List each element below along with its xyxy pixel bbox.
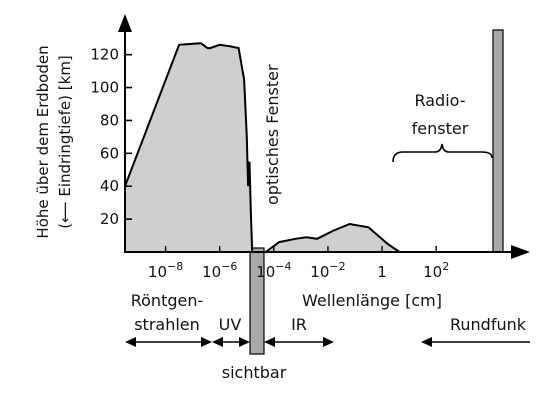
ir-arrow-head-left	[264, 337, 275, 347]
y-axis-label: Höhe über dem Erdboden (⟵ Eindringtiefe)…	[34, 45, 74, 238]
radio-label: Rundfunk	[450, 315, 527, 334]
x-axis-label: Wellenlänge [cm]	[302, 291, 442, 310]
x-tick-label: 10−2	[310, 260, 345, 281]
optical-window-label: optisches Fenster	[263, 64, 282, 205]
y-tick-label: 60	[100, 144, 119, 162]
x-tick-label: 1	[377, 263, 387, 281]
xray-label-line1: Röntgen-	[131, 291, 204, 310]
radio-arrow-head	[421, 337, 432, 347]
radio-window-label-line1: Radio-	[414, 91, 465, 110]
x-tick-label: 102	[423, 260, 449, 281]
y-ticks: 20 40 60 80 100 120	[90, 46, 132, 228]
xray-arrow-head-left	[125, 337, 136, 347]
x-tick-label: 10−6	[202, 260, 237, 281]
radio-window-band	[492, 29, 504, 253]
x-axis-arrow	[511, 245, 530, 259]
radio-window-brace	[392, 143, 493, 163]
y-axis-label-line2: (⟵ Eindringtiefe) [km]	[56, 55, 74, 229]
x-ticks: 10−8 10−6 10−4 10−2 1 102	[148, 246, 449, 281]
radio-window-label-line2: fenster	[412, 119, 469, 138]
x-tick-label: 10−8	[148, 260, 183, 281]
ir-label: IR	[291, 315, 307, 334]
y-tick-label: 80	[100, 111, 119, 129]
ir-arrow-head-right	[323, 337, 334, 347]
xray-arrow-head-right	[201, 337, 212, 347]
absorption-curve	[124, 42, 255, 253]
uv-label: UV	[219, 315, 242, 334]
y-axis-arrow	[118, 14, 132, 32]
y-tick-label: 100	[90, 79, 119, 97]
y-tick-label: 120	[90, 46, 119, 64]
atmospheric-window-curve	[262, 222, 403, 253]
x-tick-label: 10−4	[256, 260, 291, 281]
xray-label-line2: strahlen	[134, 315, 200, 334]
region-arrows	[125, 337, 530, 347]
y-axis-label-line1: Höhe über dem Erdboden	[34, 45, 52, 238]
uv-arrow-head-left	[212, 337, 223, 347]
y-tick-label: 20	[100, 210, 119, 228]
optical-window-band	[249, 247, 265, 355]
y-tick-label: 40	[100, 177, 119, 195]
visible-label: sichtbar	[222, 363, 287, 382]
uv-arrow-head-right	[239, 337, 250, 347]
